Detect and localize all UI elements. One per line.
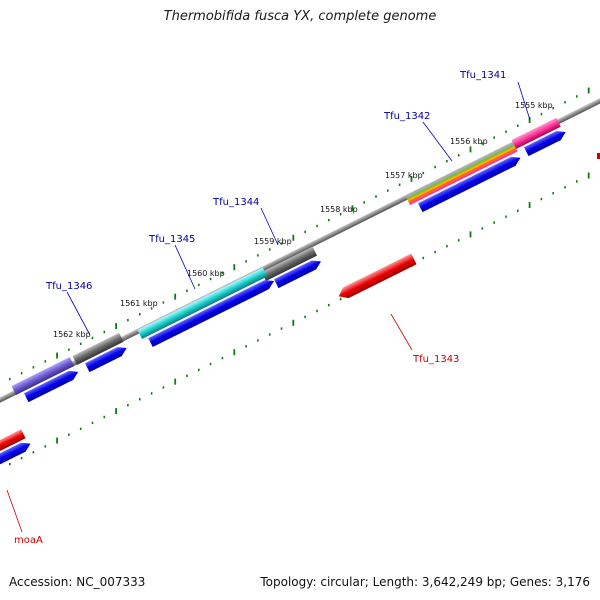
gene-features: [0, 117, 600, 468]
gene-tfu-1345[interactable]: [137, 267, 268, 339]
label-leaders: [6, 81, 531, 533]
cds-unlabeled-arrow[interactable]: [24, 367, 80, 403]
kbp-label-1556: 1556 kbp: [450, 137, 488, 146]
cds-tfu-1342-arrow[interactable]: [418, 153, 523, 213]
accession-text: Accession: NC_007333: [9, 575, 146, 589]
label-moaa[interactable]: moaA: [14, 535, 43, 546]
gene-tfu-1342[interactable]: [405, 142, 518, 205]
kbp-label-1561: 1561 kbp: [120, 299, 158, 308]
kbp-label-1562: 1562 kbp: [53, 330, 91, 339]
label-tfu-1344[interactable]: Tfu_1344: [212, 197, 259, 208]
cds-moaa-arrow[interactable]: [0, 439, 33, 468]
gene-tfu-1341[interactable]: [511, 117, 561, 149]
label-tfu-1345[interactable]: Tfu_1345: [148, 234, 195, 245]
gene-tfu-1343[interactable]: [336, 253, 417, 302]
topology-text: Topology: circular; Length: 3,642,249 bp…: [260, 575, 590, 589]
map-title: Thermobifida fusca YX, complete genome: [163, 9, 437, 24]
label-tfu-1343[interactable]: Tfu_1343: [412, 354, 459, 365]
kbp-label-1558: 1558 kbp: [320, 205, 358, 214]
cds-tfu-1344-arrow[interactable]: [274, 257, 323, 289]
kbp-labels: 1555 kbp 1556 kbp 1557 kbp 1558 kbp 1559…: [53, 101, 553, 339]
gene-moaa[interactable]: [0, 429, 26, 457]
gene-unlabeled-forward[interactable]: [11, 357, 75, 395]
kbp-label-1560: 1560 kbp: [187, 269, 225, 278]
label-tfu-1346[interactable]: Tfu_1346: [45, 281, 92, 292]
gene-labels: Tfu_1341 Tfu_1342 Tfu_1343 Tfu_1344 Tfu_…: [14, 70, 506, 546]
label-tfu-1342[interactable]: Tfu_1342: [383, 111, 430, 122]
cds-tfu-1341-arrow[interactable]: [524, 128, 568, 157]
kbp-label-1557: 1557 kbp: [385, 171, 423, 180]
cds-tfu-1346-arrow[interactable]: [85, 344, 129, 373]
kbp-label-1559: 1559 kbp: [254, 237, 292, 246]
cds-tfu-1345-arrow[interactable]: [148, 277, 276, 348]
gene-tfu-1346[interactable]: [72, 332, 124, 365]
gene-tfu-1344[interactable]: [261, 246, 318, 281]
kbp-label-1555: 1555 kbp: [515, 101, 553, 110]
edge-feature: [597, 153, 600, 159]
label-tfu-1341[interactable]: Tfu_1341: [459, 70, 506, 81]
